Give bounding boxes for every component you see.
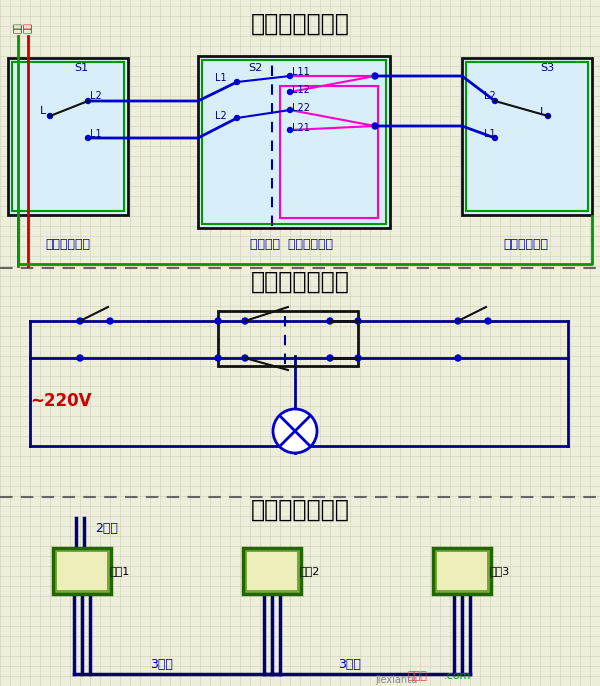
- Text: L12: L12: [292, 85, 310, 95]
- Circle shape: [235, 115, 239, 121]
- Bar: [202, 60, 386, 224]
- Circle shape: [235, 80, 239, 84]
- Circle shape: [355, 318, 361, 324]
- Circle shape: [287, 108, 293, 113]
- Text: 2根线: 2根线: [95, 521, 118, 534]
- Text: 三控开关接线图: 三控开关接线图: [251, 12, 349, 36]
- Circle shape: [86, 99, 91, 104]
- Circle shape: [455, 355, 461, 361]
- Bar: [8, 58, 128, 215]
- Text: S3: S3: [540, 63, 554, 73]
- Text: L11: L11: [292, 67, 310, 77]
- Text: .com: .com: [444, 671, 472, 681]
- Text: 开关3: 开关3: [489, 566, 509, 576]
- Circle shape: [242, 355, 248, 361]
- Circle shape: [372, 123, 378, 129]
- Text: 火线: 火线: [23, 23, 32, 34]
- Text: L2: L2: [90, 91, 102, 101]
- Text: L21: L21: [292, 123, 310, 133]
- Bar: [243, 548, 301, 594]
- Bar: [466, 62, 588, 211]
- Bar: [198, 56, 390, 228]
- Text: 开关2: 开关2: [299, 566, 319, 576]
- Bar: [12, 62, 124, 211]
- Text: L1: L1: [90, 129, 101, 139]
- Text: S2: S2: [248, 63, 262, 73]
- Text: L2: L2: [484, 91, 496, 101]
- Text: L: L: [40, 106, 46, 116]
- Bar: [433, 548, 491, 594]
- Text: 中途开关  （三控开关）: 中途开关 （三控开关）: [251, 237, 334, 250]
- Text: 3根线: 3根线: [151, 657, 173, 670]
- Circle shape: [287, 128, 293, 132]
- Circle shape: [493, 136, 497, 141]
- Text: L1: L1: [484, 129, 496, 139]
- Circle shape: [545, 113, 551, 119]
- Circle shape: [287, 89, 293, 95]
- Text: jiexiantu: jiexiantu: [375, 675, 417, 685]
- Text: S1: S1: [74, 63, 88, 73]
- Text: L2: L2: [215, 111, 227, 121]
- Circle shape: [493, 99, 497, 104]
- Text: 接线图: 接线图: [408, 671, 428, 681]
- Circle shape: [355, 355, 361, 361]
- Text: 相线: 相线: [14, 23, 23, 34]
- Circle shape: [77, 318, 83, 324]
- Circle shape: [86, 136, 91, 141]
- Circle shape: [273, 409, 317, 453]
- Bar: [218, 311, 358, 366]
- Circle shape: [77, 355, 83, 361]
- Text: 单开双控开关: 单开双控开关: [503, 237, 548, 250]
- Text: L22: L22: [292, 103, 310, 113]
- Text: 三控开关原理图: 三控开关原理图: [251, 270, 349, 294]
- Text: 三控开关布线图: 三控开关布线图: [251, 498, 349, 522]
- Circle shape: [287, 73, 293, 78]
- Bar: [280, 86, 378, 218]
- Bar: [247, 552, 297, 590]
- Circle shape: [107, 318, 113, 324]
- Circle shape: [372, 73, 378, 79]
- Circle shape: [215, 318, 221, 324]
- Bar: [57, 552, 107, 590]
- Bar: [462, 58, 592, 215]
- Text: 单开双控开关: 单开双控开关: [46, 237, 91, 250]
- Circle shape: [455, 318, 461, 324]
- Bar: [53, 548, 111, 594]
- Circle shape: [327, 318, 333, 324]
- Text: ~220V: ~220V: [30, 392, 91, 410]
- Circle shape: [215, 355, 221, 361]
- Circle shape: [47, 113, 53, 119]
- Text: L: L: [540, 107, 546, 117]
- Bar: [437, 552, 487, 590]
- Text: 3根线: 3根线: [338, 657, 361, 670]
- Circle shape: [485, 318, 491, 324]
- Circle shape: [327, 355, 333, 361]
- Text: 开关1: 开关1: [109, 566, 129, 576]
- Circle shape: [242, 318, 248, 324]
- Text: L1: L1: [215, 73, 227, 83]
